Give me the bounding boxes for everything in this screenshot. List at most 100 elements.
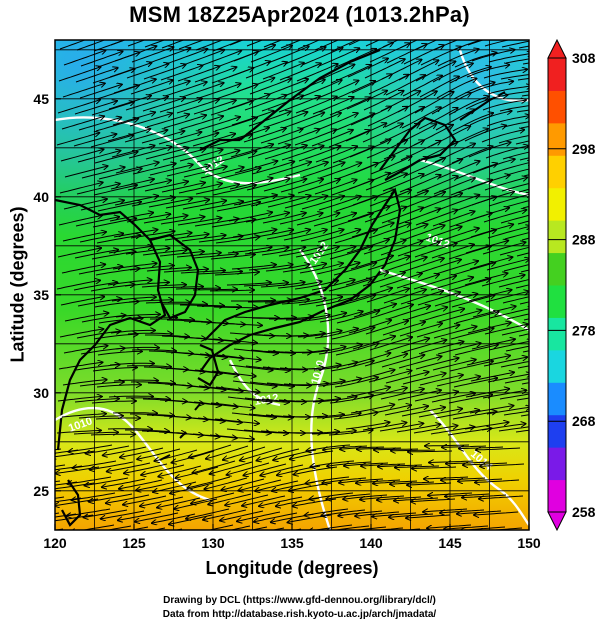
streamline [127,333,172,334]
streamline [488,341,529,351]
streamline [280,179,323,193]
streamline [381,355,424,368]
streamline [57,100,100,114]
streamline [487,86,529,95]
streamline [248,413,293,418]
streamline [80,200,124,211]
streamline [367,405,411,415]
streamline [62,83,105,98]
colorbar: 258 268 278 288 298 308 [547,38,596,532]
streamline [482,390,526,399]
streamline [410,531,454,535]
streamline [226,128,269,142]
streamline [455,312,499,324]
streamline [75,217,119,227]
streamline [244,95,286,111]
grid-lines [55,40,529,530]
streamline [415,358,459,370]
streamline [431,393,475,403]
streamline [180,270,225,273]
streamline [300,414,344,417]
streamline [379,423,423,432]
streamline [298,297,342,306]
streamline [261,398,306,402]
streamline [294,281,338,290]
streamline [435,110,475,131]
streamline [401,407,445,417]
streamline [221,478,265,490]
streamline [481,130,524,143]
streamline [158,132,201,145]
streamline [474,511,519,515]
y-tick-label: 35 [33,287,49,303]
streamline [260,129,303,144]
streamline [503,121,529,128]
streamline [63,50,106,66]
streamline [84,509,128,517]
streamline [162,149,206,161]
streamline [114,196,158,206]
streamline [196,529,199,530]
streamline [347,59,388,78]
streamline [92,218,136,228]
streamline [145,302,190,303]
streamline [177,218,221,226]
streamline [72,492,116,500]
streamline [484,324,528,335]
streamline [504,90,529,96]
streamline [380,389,424,400]
streamline [401,107,441,129]
streamline [125,398,170,399]
streamline [259,496,303,506]
streamline [200,167,244,179]
streamline [98,318,143,324]
streamline [112,263,157,270]
streamline [141,131,184,144]
streamline [142,98,185,112]
streamline [353,156,395,174]
streamline [520,125,529,129]
streamline [299,263,343,274]
streamline [417,292,460,306]
streamline [76,331,121,339]
streamline [129,113,172,127]
streamline [106,494,150,503]
streamline [212,185,256,196]
streamline [228,212,272,222]
streamline [499,393,529,400]
x-tick-label: 130 [201,535,225,551]
streamline [472,306,516,318]
streamline [79,234,123,243]
streamline [143,216,187,224]
streamline [268,162,311,176]
streamline [465,95,508,110]
streamline [144,182,188,192]
streamline [368,75,409,95]
streamline [404,158,445,177]
streamline [403,340,446,353]
streamline [351,223,394,238]
streamline [248,300,292,302]
streamline [78,117,121,131]
streamline [471,50,515,62]
streamline [220,510,264,521]
streamline [130,80,173,95]
streamline [163,115,206,129]
y-tick-label: 45 [33,91,49,107]
streamline [214,118,257,132]
streamline [295,97,337,114]
streamline [90,461,134,470]
streamline [198,385,243,391]
streamline [437,195,479,211]
streamline [69,444,113,452]
streamline [223,446,266,460]
streamline [97,351,142,356]
streamline [266,230,310,240]
streamline [225,494,269,505]
streamline [516,397,529,401]
streamline [246,40,264,47]
streamline [199,353,244,359]
streamline [95,119,138,132]
streamline [127,40,146,47]
streamline [318,344,362,355]
